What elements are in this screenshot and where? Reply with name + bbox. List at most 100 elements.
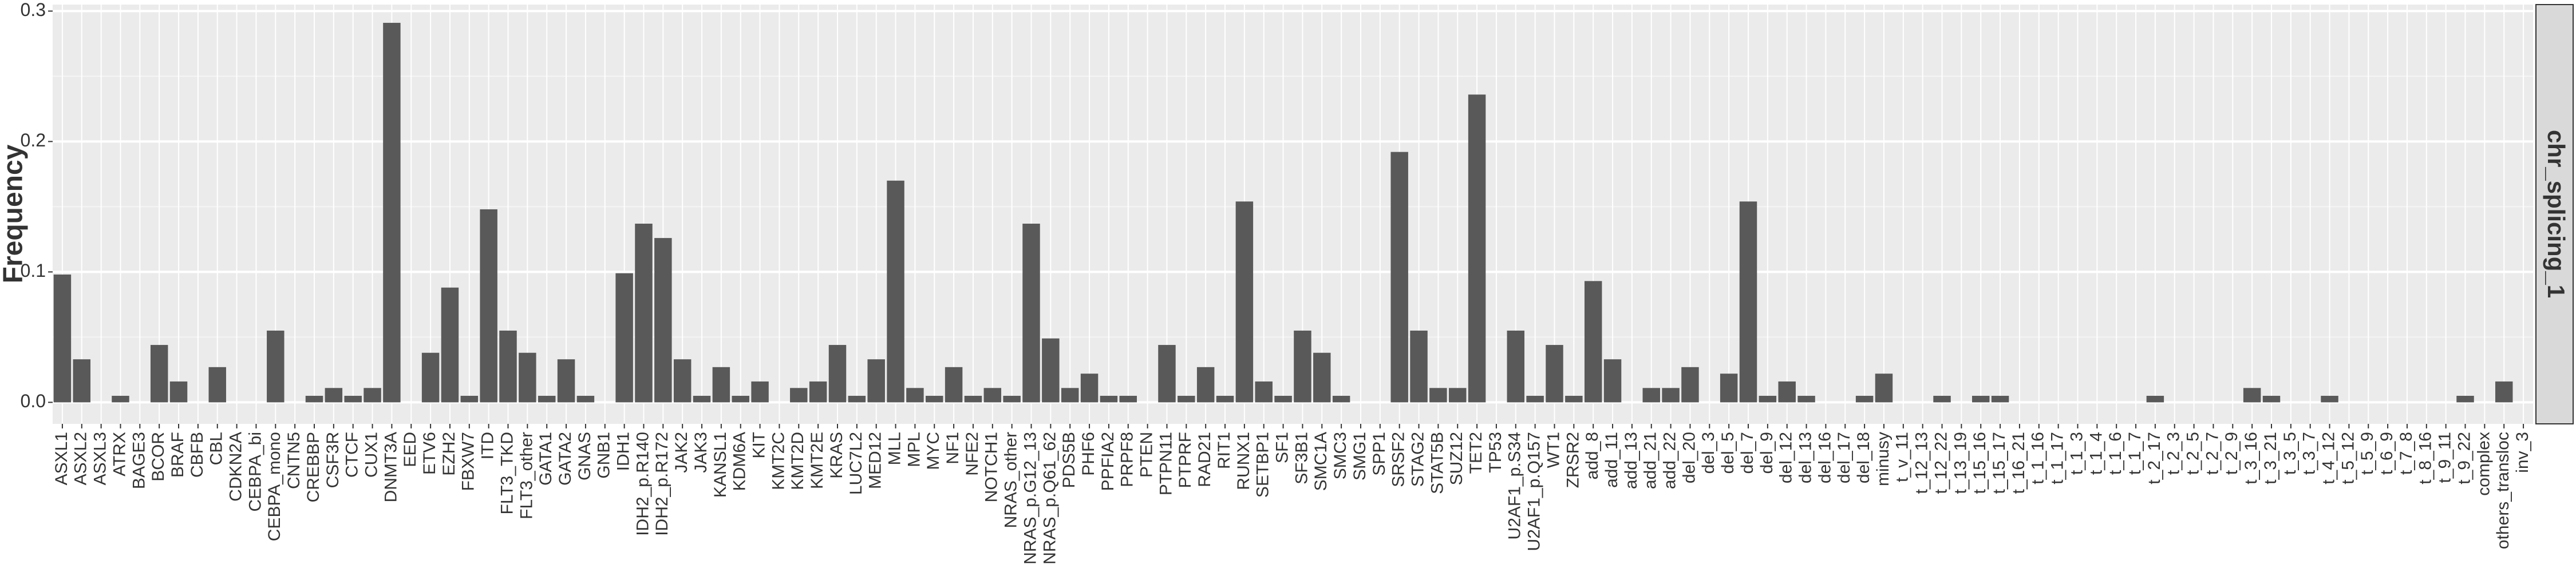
bar [945, 367, 963, 403]
x-tick-label: del_16 [1815, 432, 1834, 483]
x-tick-label: STAT5B [1428, 432, 1447, 494]
x-tick-label: ZRSR2 [1563, 432, 1582, 488]
bar [809, 381, 827, 403]
x-tick-label: t_12_22 [1931, 432, 1950, 494]
bar [1061, 388, 1079, 403]
x-tick-label: JAK2 [672, 432, 691, 473]
x-tick-label: NRAS_other [1002, 432, 1021, 528]
bar [150, 345, 168, 403]
bar [673, 359, 692, 403]
bar [460, 395, 479, 403]
x-tick-label: ASXL3 [91, 432, 110, 485]
bar [1294, 330, 1311, 403]
x-tick-label: t_1_3 [2067, 432, 2086, 475]
x-tick-label: del_17 [1835, 432, 1854, 483]
x-tick-label: t_6_9 [2377, 432, 2396, 475]
x-tick-label: IDH2_p.R172 [653, 432, 671, 536]
x-tick-label: add_22 [1661, 432, 1680, 489]
bar [635, 224, 653, 403]
x-tick-label: SMG1 [1350, 432, 1369, 480]
x-tick-label: PTEN [1137, 432, 1156, 478]
bar [790, 388, 808, 403]
x-tick-label: MED12 [866, 432, 885, 489]
x-tick-label: CTCF [343, 432, 362, 478]
bar [557, 359, 575, 403]
bar [1196, 367, 1215, 403]
bar [654, 238, 672, 403]
y-tick-label: 0.1 [21, 260, 46, 281]
bar [848, 395, 866, 403]
x-tick-label: KMT2C [769, 432, 788, 490]
bar [1216, 395, 1234, 403]
bar [421, 352, 440, 403]
bar [693, 395, 711, 403]
bar [364, 388, 381, 403]
x-tick-label: KDM6A [730, 432, 749, 491]
bar [441, 287, 459, 403]
x-tick-label: STAG2 [1408, 432, 1427, 487]
bar [1642, 388, 1660, 403]
grid [53, 5, 2533, 424]
bar [2262, 395, 2281, 403]
bar [712, 367, 730, 403]
x-tick-label: WT1 [1544, 432, 1563, 468]
bar [1410, 330, 1428, 403]
bar [73, 359, 91, 403]
bar [2146, 395, 2164, 403]
bar [305, 395, 323, 403]
x-tick-label: CEBPA_bi [246, 432, 264, 512]
x-tick-label: del_7 [1738, 432, 1757, 474]
x-tick-label: EED [401, 432, 420, 467]
facet-strip [2535, 4, 2574, 424]
bar [1507, 330, 1525, 403]
x-tick-label: ETV6 [420, 432, 439, 475]
bar [1797, 395, 1815, 403]
x-tick-label: t_1_4 [2087, 432, 2105, 475]
bar [1662, 388, 1680, 403]
bar [499, 330, 517, 403]
x-tick-label: t_3_21 [2261, 432, 2280, 484]
x-tick-label: U2AF1_p.S34 [1506, 432, 1524, 539]
x-tick-label: GATA2 [556, 432, 575, 486]
bar [53, 274, 72, 403]
bar [325, 388, 343, 403]
x-tick-label: t_5_12 [2338, 432, 2357, 484]
bar [1022, 224, 1040, 403]
bar [1526, 395, 1544, 403]
x-tick-label: t_2_5 [2184, 432, 2203, 475]
x-tick-label: t_2_3 [2164, 432, 2183, 475]
bar [1584, 281, 1602, 403]
x-tick-label: BCOR [149, 432, 168, 482]
y-tick-label: 0.0 [21, 391, 46, 411]
x-tick-label: t_v_11 [1893, 432, 1912, 482]
x-tick-label: ITD [479, 432, 497, 459]
bar [1603, 359, 1622, 403]
bar [1468, 94, 1486, 403]
x-tick-label: t_8_16 [2416, 432, 2435, 484]
bar [983, 388, 1002, 403]
bar [480, 209, 497, 403]
x-tick-label: t_2_9 [2222, 432, 2241, 475]
x-tick-label: t_12_13 [1913, 432, 1931, 494]
y-tick-label: 0.3 [21, 0, 46, 20]
x-tick-label: add_8 [1583, 432, 1602, 479]
bar [1390, 152, 1408, 403]
x-tick-label: del_3 [1699, 432, 1718, 474]
x-tick-label: NRAS_p.Q61_62 [1040, 432, 1059, 565]
x-tick-label: DNMT3A [381, 432, 400, 502]
x-tick-label: TET2 [1467, 432, 1485, 474]
x-tick-label: del_18 [1854, 432, 1873, 483]
x-tick-label: t_2_7 [2203, 432, 2222, 475]
x-tick-label: t_13_19 [1951, 432, 1970, 494]
x-tick-label: t_1_16 [2029, 432, 2048, 484]
bar [1875, 374, 1893, 403]
x-tick-label: NFE2 [963, 432, 982, 476]
bar [208, 367, 226, 403]
x-tick-label: t_5_9 [2358, 432, 2377, 475]
x-tick-label: CNTN5 [285, 432, 303, 489]
x-tick-label: CREBBP [304, 432, 323, 502]
x-tick-label: GNB1 [595, 432, 614, 479]
x-tick-label: minusy [1874, 432, 1893, 486]
bar [1235, 201, 1254, 403]
